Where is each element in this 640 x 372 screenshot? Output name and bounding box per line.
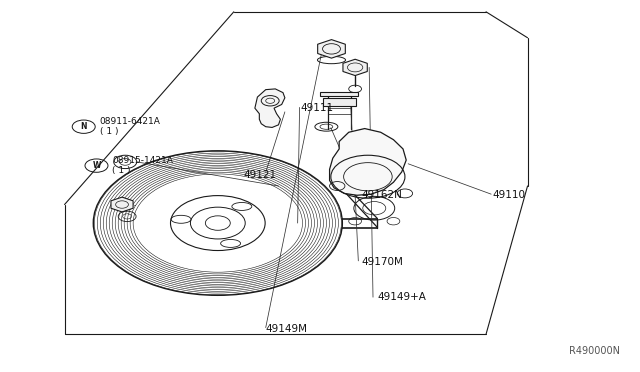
Polygon shape <box>323 98 356 106</box>
Polygon shape <box>111 197 133 212</box>
Polygon shape <box>343 59 367 76</box>
Text: R490000N: R490000N <box>569 346 620 356</box>
Polygon shape <box>255 89 285 128</box>
Polygon shape <box>320 92 358 96</box>
Text: 08915-1421A
( 1 ): 08915-1421A ( 1 ) <box>113 156 173 175</box>
Text: 08911-6421A
( 1 ): 08911-6421A ( 1 ) <box>100 117 161 137</box>
Text: 49110: 49110 <box>492 190 525 200</box>
Polygon shape <box>330 129 406 195</box>
Text: 49121: 49121 <box>243 170 276 180</box>
Text: 49111: 49111 <box>301 103 334 113</box>
Text: W: W <box>92 161 100 170</box>
Text: 49162N: 49162N <box>362 190 403 200</box>
Text: 49170M: 49170M <box>362 257 403 267</box>
Text: 49149M: 49149M <box>266 324 308 334</box>
Text: N: N <box>81 122 87 131</box>
Text: 49149+A: 49149+A <box>378 292 426 302</box>
Polygon shape <box>317 39 346 58</box>
